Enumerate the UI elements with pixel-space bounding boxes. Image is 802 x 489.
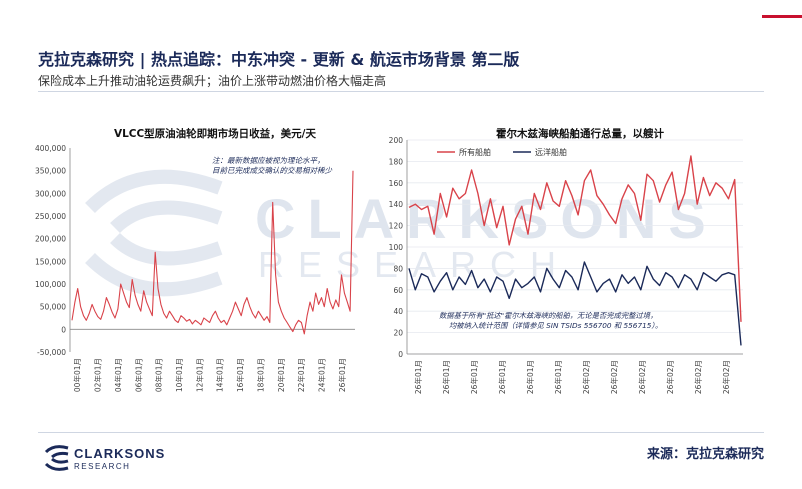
y-tick-label: 400,000 — [35, 144, 66, 153]
chart-title: VLCC型原油油轮即期市场日收益，美元/天 — [114, 127, 317, 140]
x-tick-label: 18年01月 — [255, 358, 265, 392]
y-tick-label: 100,000 — [35, 280, 66, 289]
chart-title: 霍尔木兹海峡船舶通行总量，以艘计 — [496, 127, 664, 140]
chart-annotation-line2: 目前已完成成交确认的交易相对稀少 — [212, 166, 332, 175]
y-tick-label: 200 — [389, 136, 404, 145]
x-tick-label: 16年01月 — [235, 358, 245, 392]
hormuz-transits-chart: 霍尔木兹海峡船舶通行总量，以艘计 0 20 40 60 80 100 120 140 160 18… — [389, 127, 743, 394]
x-tick-label: 26年01月 — [413, 360, 423, 394]
x-tick-label: 06年01月 — [133, 358, 143, 392]
series-line-0 — [408, 155, 742, 322]
x-tick-label: 08年01月 — [154, 358, 164, 392]
divider-bottom — [38, 432, 764, 433]
x-tick-label: 26年01月 — [469, 360, 479, 394]
y-tick-label: 50,000 — [40, 303, 66, 312]
x-tick-label: 26年02月 — [609, 360, 619, 394]
chart-annotation-line2: 均被纳入统计范围（详情参见 SIN TSIDs 556700 和 556715）… — [449, 321, 662, 330]
logo-wordmark: CLARKSONS — [74, 446, 166, 461]
y-tick-label: 80 — [393, 264, 403, 273]
legend-label-all-ships: 所有船舶 — [459, 147, 491, 157]
series-line-1 — [408, 261, 742, 346]
x-tick-label: 14年01月 — [215, 358, 225, 392]
y-tick-label: 0 — [398, 350, 403, 359]
y-tick-label: 150,000 — [35, 257, 66, 266]
x-tick-label: 26年01月 — [553, 360, 563, 394]
source-note: 来源：克拉克森研究 — [646, 447, 764, 462]
x-tick-label: 26年01月 — [441, 360, 451, 394]
x-tick-label: 26年02月 — [637, 360, 647, 394]
x-tick-label: 26年02月 — [721, 360, 731, 394]
x-tick-label: 12年01月 — [194, 358, 204, 392]
chart-annotation-line1: 注：最新数据应被视为理论水平， — [212, 156, 325, 165]
y-tick-label: 100 — [389, 243, 404, 252]
x-tick-label: 26年01月 — [525, 360, 535, 394]
series-line-0 — [71, 170, 354, 335]
y-tick-label: 40 — [393, 307, 403, 316]
x-tick-label: 10年01月 — [174, 358, 184, 392]
y-tick-label: 60 — [393, 286, 403, 295]
vlcc-earnings-chart: VLCC型原油油轮即期市场日收益，美元/天 -50,000 0 50,000 100,… — [35, 127, 355, 392]
page-title: 克拉克森研究 | 热点追踪：中东冲突 - 更新 & 航运市场背景 第二版 — [38, 50, 520, 69]
x-tick-label: 24年01月 — [316, 358, 326, 392]
x-tick-label: 26年01月 — [337, 358, 347, 392]
clarksons-logo-icon — [44, 445, 69, 471]
top-bar — [0, 0, 802, 3]
y-tick-label: 180 — [389, 157, 404, 166]
y-tick-label: 300,000 — [35, 189, 66, 198]
y-tick-label: -50,000 — [37, 348, 66, 357]
footer-logo: CLARKSONS RESEARCH — [38, 444, 164, 476]
y-tick-label: 0 — [61, 325, 66, 334]
y-tick-label: 160 — [389, 179, 404, 188]
x-tick-label: 00年01月 — [72, 358, 82, 392]
chart-legend: 所有船舶 远洋船舶 — [437, 147, 567, 157]
x-tick-label: 04年01月 — [113, 358, 123, 392]
x-tick-label: 26年02月 — [693, 360, 703, 394]
y-tick-label: 120 — [389, 222, 404, 231]
legend-label-ocean-ships: 远洋船舶 — [535, 147, 567, 157]
page-subtitle: 保险成本上升推动油轮运费飙升；油价上涨带动燃油价格大幅走高 — [38, 74, 387, 88]
y-tick-label: 250,000 — [35, 212, 66, 221]
divider-top — [38, 91, 764, 92]
chart-annotation-line1: 数据基于所有"抵达"霍尔木兹海峡的船舶，无论是否完成完整过境， — [439, 311, 657, 320]
x-tick-label: 26年02月 — [581, 360, 591, 394]
y-tick-label: 350,000 — [35, 167, 66, 176]
y-tick-label: 140 — [389, 200, 404, 209]
y-tick-label: 200,000 — [35, 235, 66, 244]
x-tick-label: 02年01月 — [93, 358, 103, 392]
x-tick-label: 26年01月 — [497, 360, 507, 394]
x-tick-label: 22年01月 — [296, 358, 306, 392]
y-tick-label: 20 — [393, 329, 403, 338]
x-tick-label: 26年02月 — [665, 360, 675, 394]
accent-rule — [762, 15, 802, 18]
x-tick-label: 20年01月 — [276, 358, 286, 392]
logo-subtext: RESEARCH — [74, 462, 131, 471]
